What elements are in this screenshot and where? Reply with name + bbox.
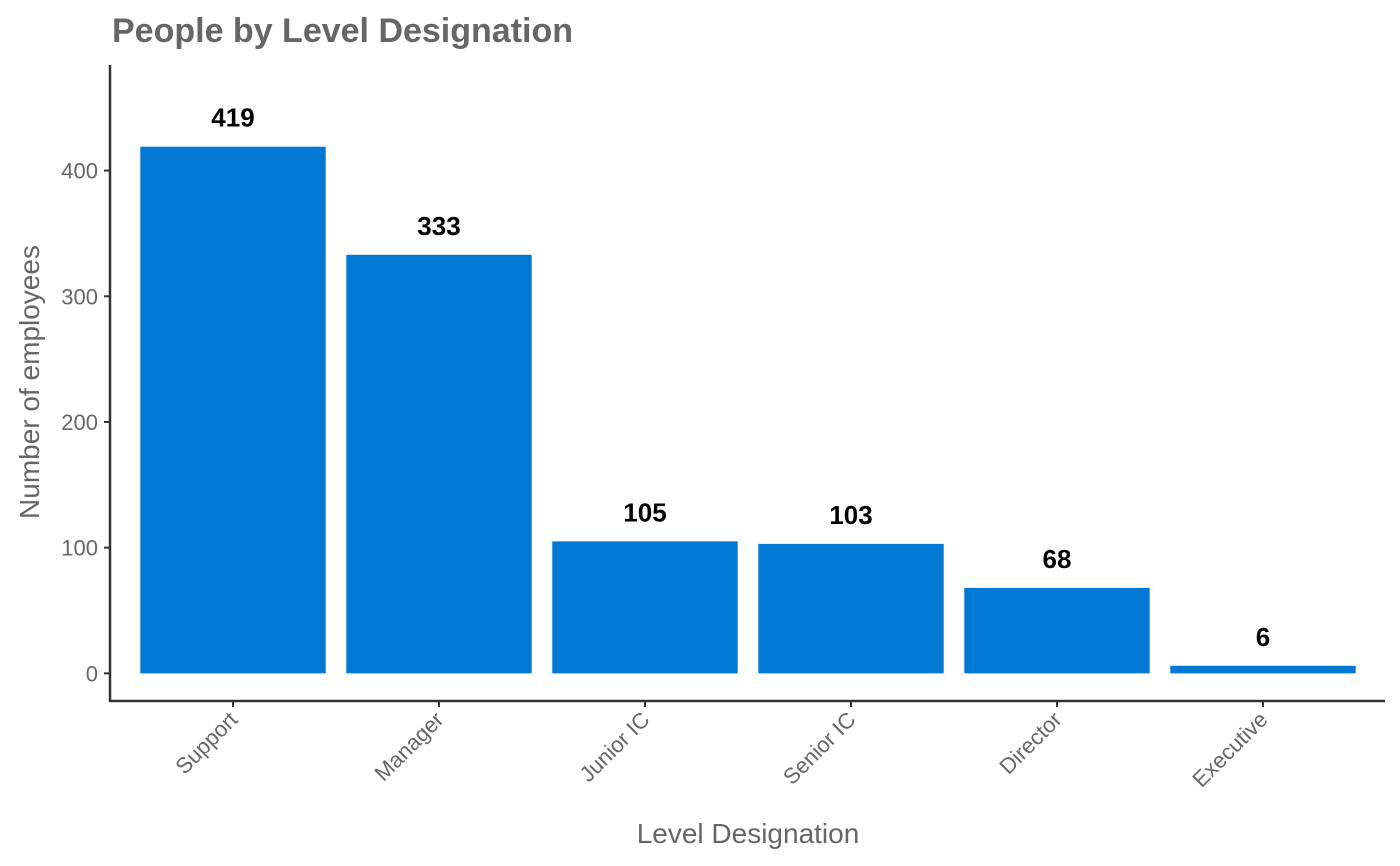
y-tick-label: 200 <box>61 410 98 435</box>
data-label: 333 <box>417 211 460 241</box>
y-tick-label: 100 <box>61 536 98 561</box>
bar-senior-ic <box>758 543 944 674</box>
x-axis-ticks: Support Manager Junior IC Senior IC Director… <box>170 701 1273 792</box>
y-tick-label: 0 <box>86 661 98 686</box>
y-tick-label: 300 <box>61 284 98 309</box>
category-label: Manager <box>369 707 448 786</box>
data-label: 419 <box>211 103 254 133</box>
chart-title: People by Level Designation <box>112 12 573 50</box>
data-label: 6 <box>1256 622 1270 652</box>
y-tick-label: 400 <box>61 159 98 184</box>
category-label: Senior IC <box>778 707 861 790</box>
category-label: Executive <box>1187 707 1272 792</box>
data-label: 68 <box>1043 544 1072 574</box>
bar-support <box>140 146 326 674</box>
data-label: 103 <box>829 500 872 530</box>
y-axis-title: Number of employees <box>14 245 45 519</box>
category-label: Director <box>994 707 1066 779</box>
y-axis-ticks: 0 100 200 300 400 <box>61 159 110 686</box>
x-axis-title: Level Designation <box>637 818 860 849</box>
data-label: 105 <box>623 497 666 527</box>
bars-group <box>140 146 1356 674</box>
bar-director <box>964 587 1150 674</box>
bar-manager <box>346 254 532 674</box>
bar-executive <box>1170 665 1356 674</box>
data-labels-group: 419 333 105 103 68 6 <box>211 103 1270 652</box>
category-label: Junior IC <box>575 707 655 787</box>
category-label: Support <box>170 707 242 779</box>
bar-junior-ic <box>552 541 738 674</box>
